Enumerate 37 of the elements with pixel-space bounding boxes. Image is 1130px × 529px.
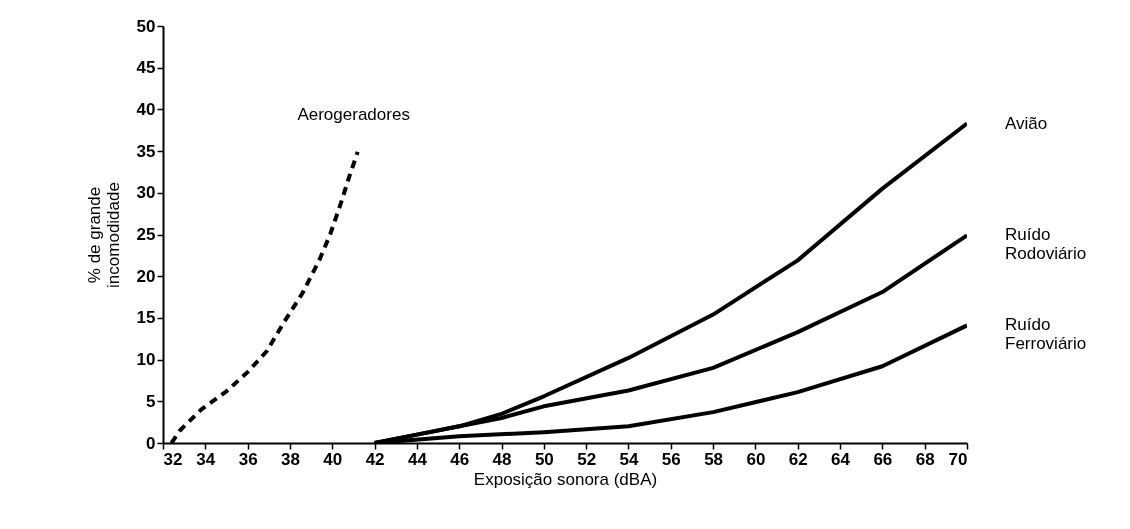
x-tick-label: 32 bbox=[163, 449, 183, 469]
y-tick-label: 35 bbox=[136, 141, 156, 161]
y-tick-label: 30 bbox=[136, 183, 156, 203]
y-tick-label: 40 bbox=[136, 99, 156, 119]
x-tick-label: 68 bbox=[915, 449, 935, 469]
y-tick-label: 0 bbox=[146, 433, 156, 453]
x-tick-label: 54 bbox=[619, 449, 639, 469]
x-tick-label: 34 bbox=[196, 449, 216, 469]
x-tick-label: 40 bbox=[323, 449, 343, 469]
x-tick-label: 50 bbox=[534, 449, 554, 469]
x-tick-label: 44 bbox=[407, 449, 428, 469]
x-tick-label: 48 bbox=[492, 449, 512, 469]
y-axis-title: % de grande incomodidade bbox=[84, 182, 123, 288]
x-tick-label: 66 bbox=[873, 449, 893, 469]
y-tick-label: 15 bbox=[136, 308, 156, 328]
y-tick-label: 50 bbox=[136, 16, 156, 36]
x-tick-label: 56 bbox=[661, 449, 681, 469]
y-tick-label: 5 bbox=[146, 391, 156, 411]
x-tick-label: 42 bbox=[365, 449, 385, 469]
text: Avião bbox=[1005, 113, 1048, 133]
y-tick-label: 25 bbox=[136, 225, 156, 244]
y-tick-label: 20 bbox=[136, 266, 156, 286]
text: Ruído Ferroviário bbox=[1005, 315, 1087, 354]
y-tick-label: 10 bbox=[136, 350, 156, 370]
y-tick-label: 45 bbox=[136, 58, 156, 78]
text: Aerogeradores bbox=[297, 104, 410, 124]
text: Ruído Rodoviário bbox=[1005, 225, 1087, 264]
x-tick-label: 38 bbox=[280, 449, 300, 469]
x-tick-label: 60 bbox=[746, 449, 766, 469]
x-tick-label: 46 bbox=[450, 449, 470, 469]
x-tick-label: 52 bbox=[577, 449, 597, 469]
x-tick-label: 70 bbox=[948, 449, 968, 469]
x-tick-label: 62 bbox=[788, 449, 808, 469]
x-axis-title: Exposição sonora (dBA) bbox=[473, 469, 658, 489]
x-tick-label: 36 bbox=[238, 449, 258, 469]
x-tick-label: 58 bbox=[704, 449, 724, 469]
x-tick-label: 64 bbox=[831, 449, 851, 469]
